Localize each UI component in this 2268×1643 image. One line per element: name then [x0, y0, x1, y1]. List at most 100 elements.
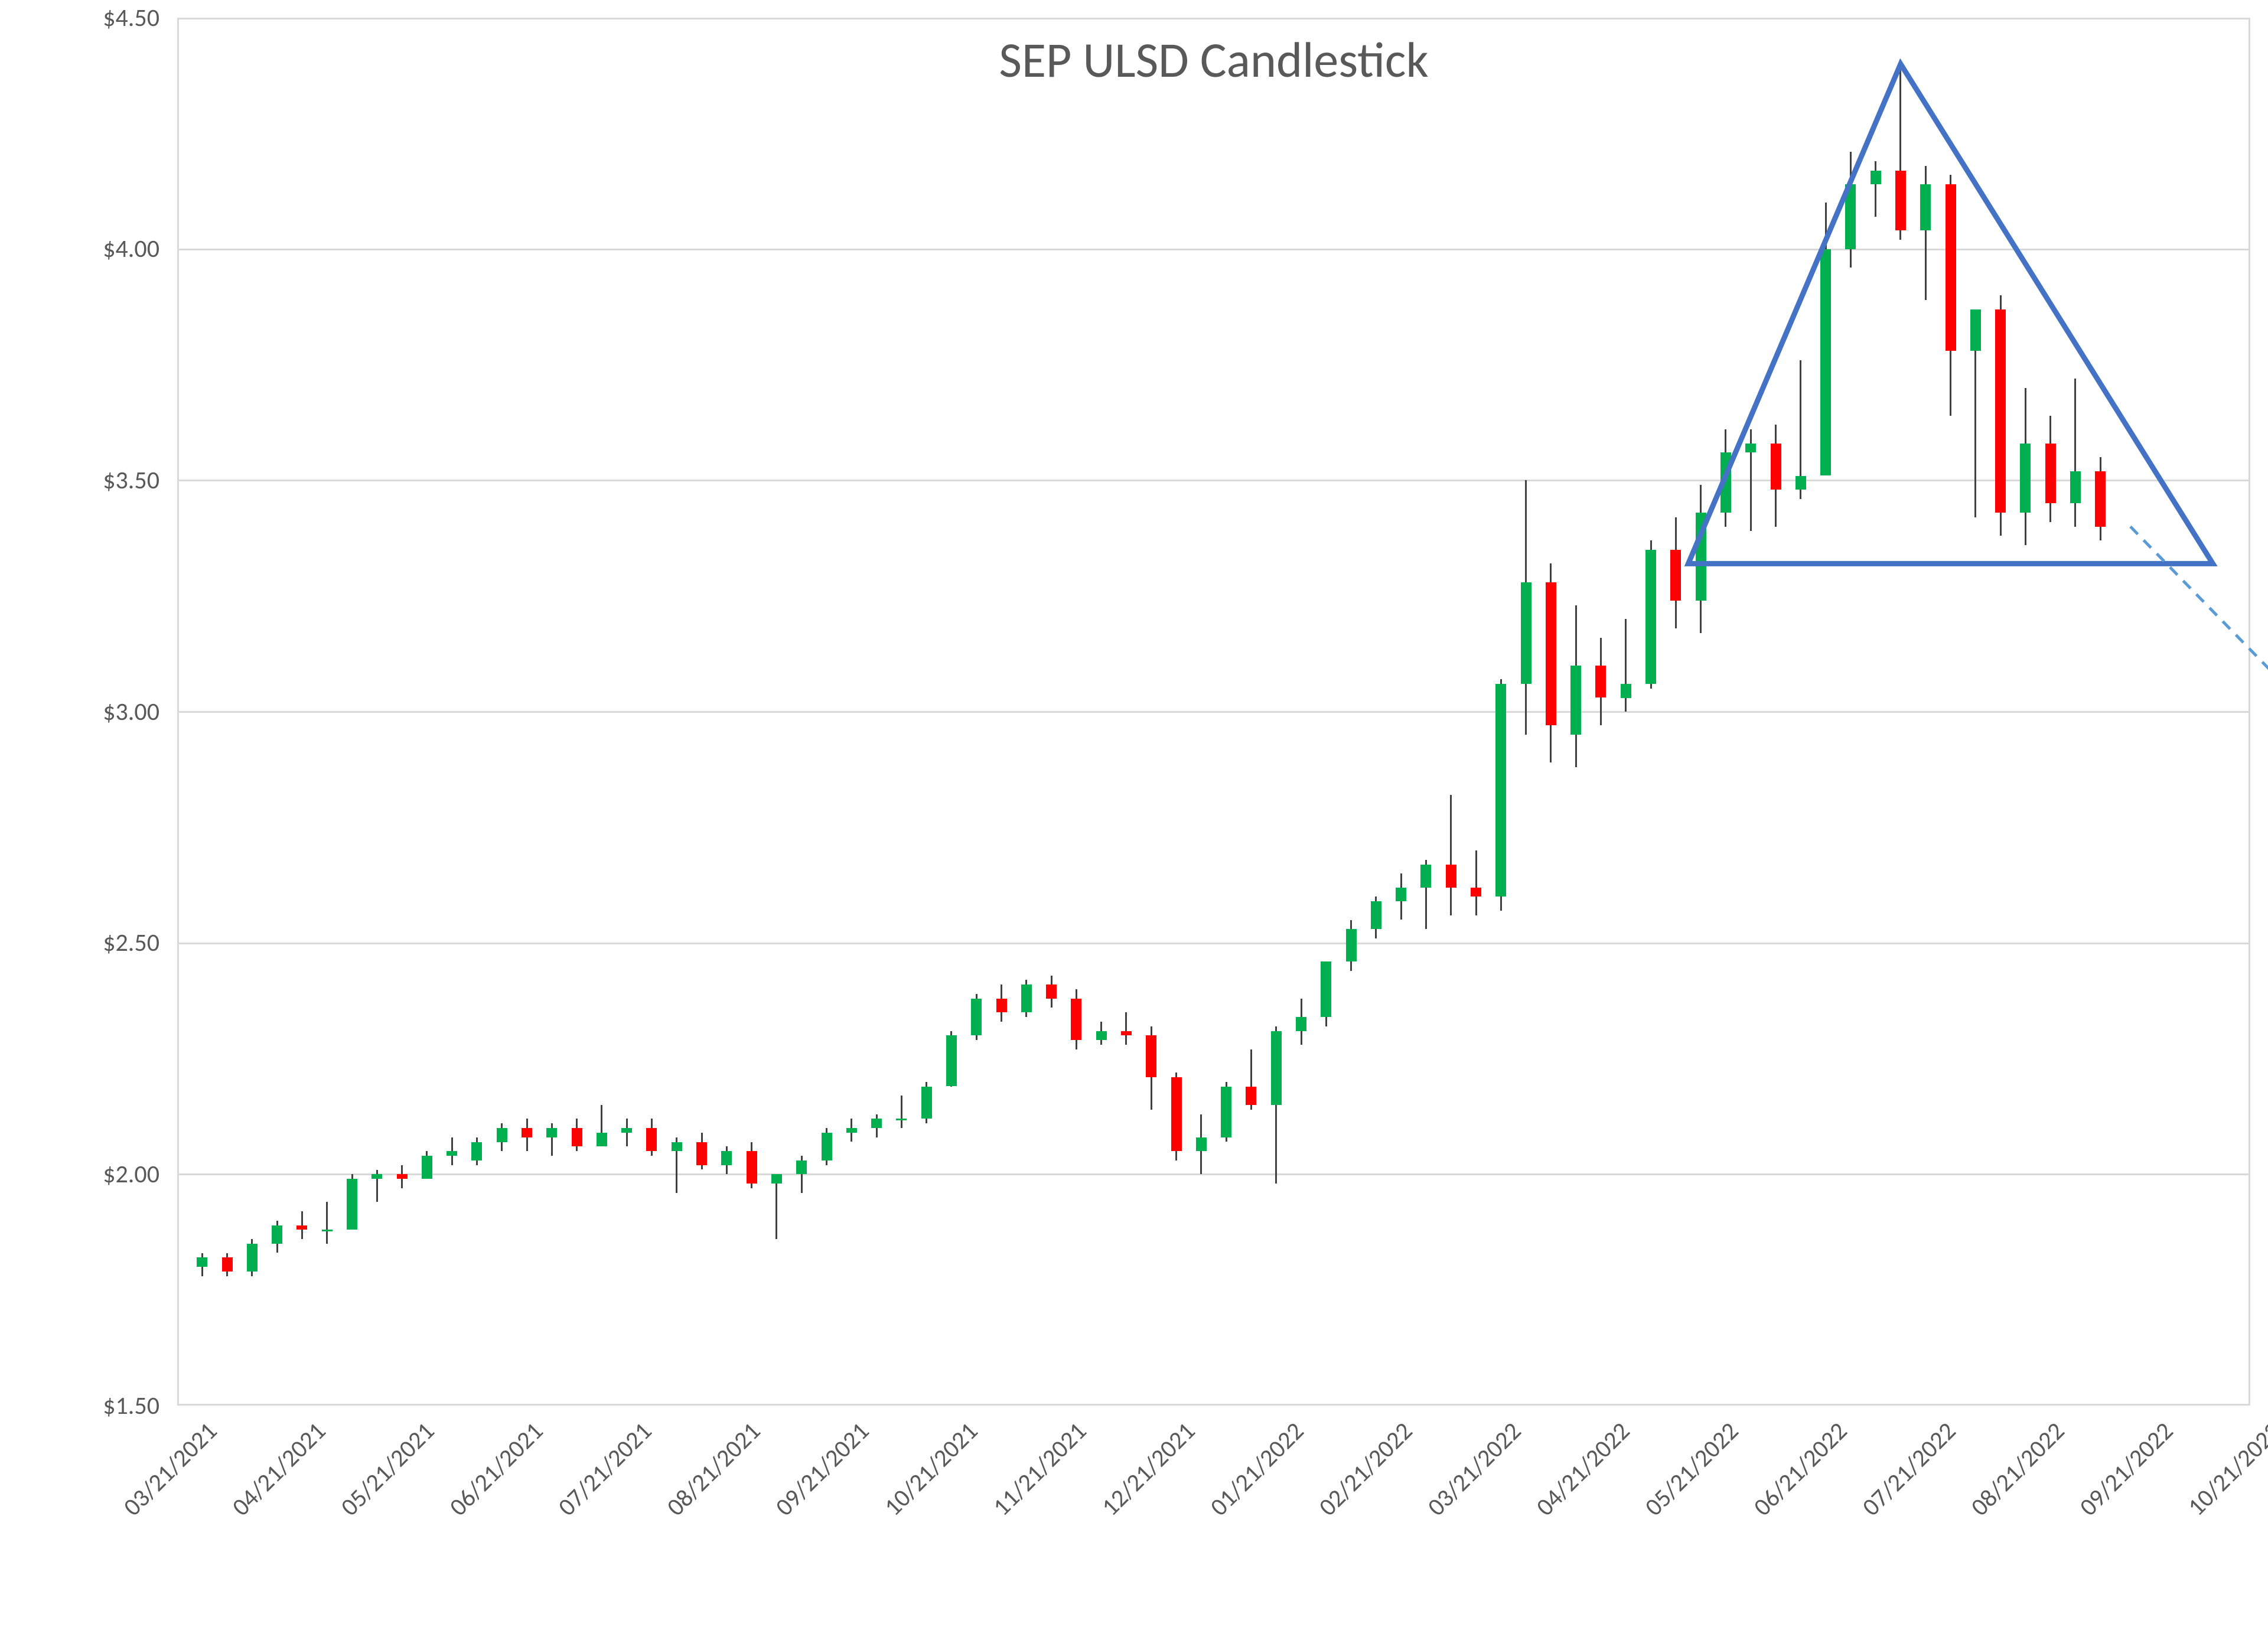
candle-body	[646, 1128, 657, 1151]
candle-body	[1946, 184, 1956, 351]
candle-body	[1795, 476, 1806, 490]
candle-body	[1521, 582, 1531, 684]
x-tick-label: 07/21/2022	[1856, 1416, 1961, 1522]
y-gridline	[177, 711, 2250, 713]
candle-body	[1645, 550, 1656, 684]
candle-wick	[901, 1096, 902, 1128]
candle-body	[971, 999, 982, 1036]
candle-wick	[1475, 850, 1477, 915]
candle-body	[272, 1225, 282, 1244]
candle-body	[1196, 1137, 1207, 1152]
candle-body	[1595, 666, 1606, 698]
candle-body	[1296, 1017, 1306, 1031]
candle-body	[597, 1133, 607, 1147]
candle-body	[197, 1257, 207, 1267]
candle-body	[372, 1174, 382, 1179]
candle-body	[1670, 550, 1681, 601]
candle-body	[1471, 888, 1481, 897]
candle-body	[946, 1035, 957, 1086]
y-tick-label: $2.50	[0, 928, 159, 958]
x-tick-label: 05/21/2022	[1638, 1416, 1744, 1522]
candle-body	[1246, 1087, 1256, 1105]
candle-body	[322, 1230, 333, 1231]
candle-wick	[1875, 161, 1876, 217]
y-tick-label: $4.00	[0, 234, 159, 264]
x-tick-label: 09/21/2022	[2073, 1416, 2179, 1522]
x-tick-label: 10/21/2022	[2182, 1416, 2268, 1522]
x-tick-label: 10/21/2021	[878, 1416, 984, 1522]
x-tick-label: 04/21/2022	[1530, 1416, 1635, 1522]
candle-body	[1096, 1031, 1107, 1041]
candle-body	[1021, 985, 1032, 1012]
candle-body	[222, 1257, 233, 1272]
candle-wick	[626, 1119, 628, 1146]
candle-wick	[1450, 795, 1452, 915]
candle-body	[1970, 309, 1981, 351]
x-tick-label: 03/21/2021	[118, 1416, 223, 1522]
candle-body	[696, 1142, 707, 1165]
x-tick-label: 01/21/2022	[1204, 1416, 1309, 1522]
x-tick-label: 12/21/2021	[1096, 1416, 1201, 1522]
candle-body	[1396, 888, 1406, 902]
candle-body	[1570, 666, 1581, 735]
candle-body	[1146, 1035, 1156, 1077]
candle-body	[347, 1179, 357, 1230]
candle-wick	[2074, 379, 2076, 527]
candle-body	[721, 1151, 732, 1165]
candle-body	[247, 1244, 258, 1272]
candlestick-chart: SEP ULSD Candlestick $1.50 $2.00 $2.50 $3.0…	[0, 0, 2268, 1643]
candle-body	[1995, 309, 2006, 513]
candle-body	[1745, 444, 1756, 453]
candle-body	[572, 1128, 582, 1146]
y-tick-label: $1.50	[0, 1391, 159, 1421]
candle-body	[1920, 184, 1931, 230]
candle-body	[1420, 865, 1431, 888]
y-gridline	[177, 249, 2250, 250]
y-gridline	[177, 943, 2250, 944]
candle-body	[1071, 999, 1081, 1041]
candle-body	[1546, 582, 1556, 726]
candle-body	[546, 1128, 557, 1137]
candle-body	[2095, 471, 2106, 527]
y-gridline	[177, 1173, 2250, 1175]
candle-body	[1771, 444, 1781, 490]
candle-wick	[775, 1174, 777, 1239]
candle-body	[1446, 865, 1456, 888]
candle-body	[822, 1133, 832, 1160]
candle-body	[296, 1225, 307, 1230]
x-tick-label: 08/21/2022	[1964, 1416, 2070, 1522]
y-tick-label: $3.50	[0, 465, 159, 495]
candle-body	[447, 1151, 457, 1156]
candle-body	[522, 1128, 532, 1137]
x-tick-label: 06/21/2022	[1747, 1416, 1853, 1522]
x-tick-label: 05/21/2021	[335, 1416, 441, 1522]
candle-body	[1495, 684, 1506, 897]
candle-body	[1720, 452, 1731, 513]
candle-body	[846, 1128, 857, 1133]
candle-body	[2020, 444, 2031, 513]
x-tick-label: 07/21/2021	[552, 1416, 658, 1522]
candle-body	[2070, 471, 2081, 504]
candle-body	[497, 1128, 507, 1142]
y-tick-label: $4.50	[0, 3, 159, 33]
x-tick-label: 02/21/2022	[1312, 1416, 1418, 1522]
candle-body	[871, 1119, 882, 1128]
x-tick-label: 11/21/2021	[987, 1416, 1093, 1522]
y-tick-label: $3.00	[0, 697, 159, 727]
candle-body	[2045, 444, 2056, 504]
x-tick-label: 06/21/2021	[444, 1416, 549, 1522]
candle-body	[1046, 985, 1057, 999]
candle-body	[1621, 684, 1631, 698]
chart-title: SEP ULSD Candlestick	[177, 30, 2250, 90]
y-tick-label: $2.00	[0, 1159, 159, 1189]
candle-body	[996, 999, 1007, 1013]
candle-body	[1820, 249, 1831, 476]
candle-body	[1371, 901, 1381, 929]
x-tick-label: 04/21/2021	[226, 1416, 332, 1522]
candle-wick	[326, 1202, 328, 1244]
candle-body	[1121, 1031, 1132, 1036]
candle-body	[422, 1156, 432, 1179]
candle-body	[896, 1119, 907, 1120]
candle-body	[771, 1174, 782, 1184]
x-tick-label: 08/21/2021	[661, 1416, 767, 1522]
